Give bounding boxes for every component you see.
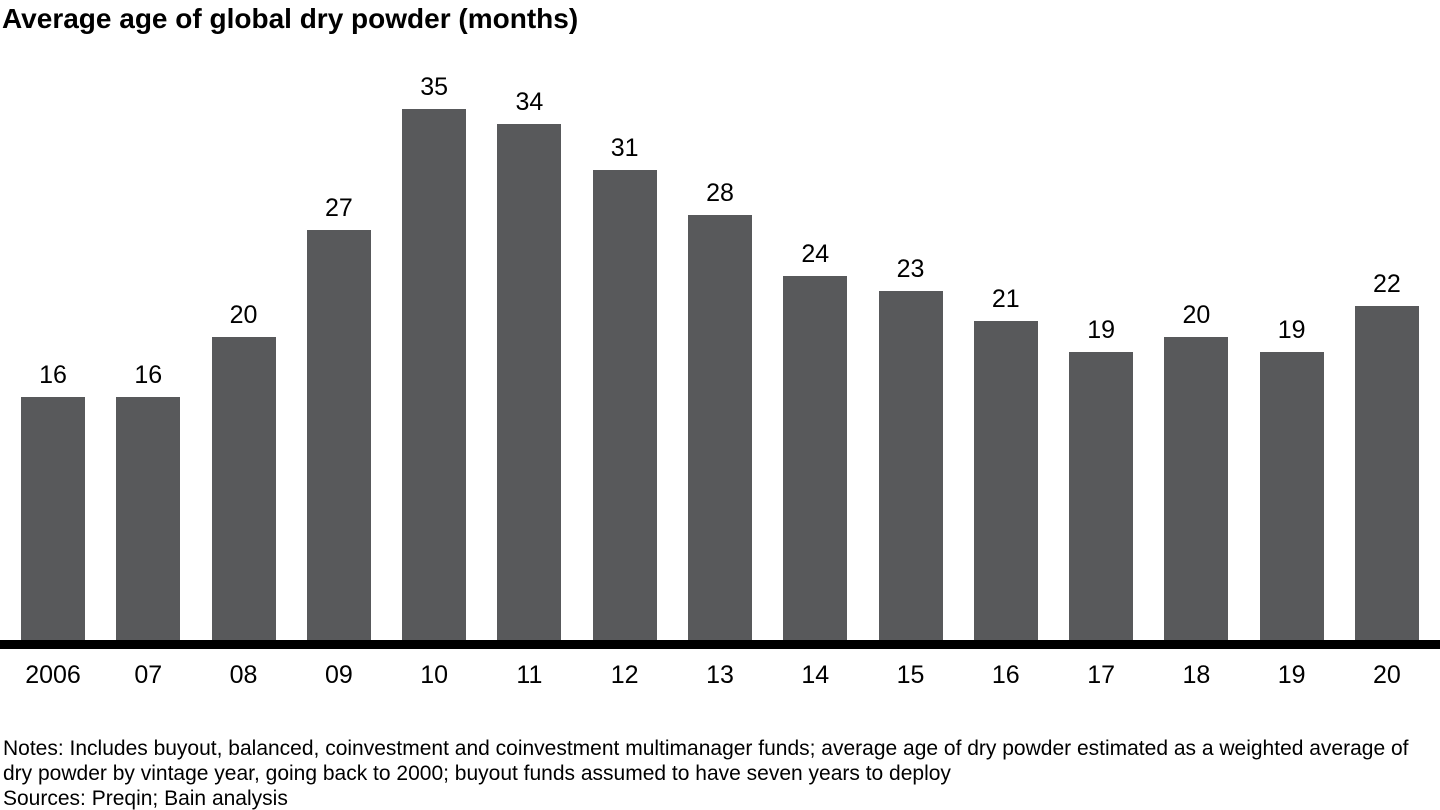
- bar: [687, 215, 752, 640]
- bar-group: 24 14: [783, 240, 848, 688]
- bar-group: 34 11: [497, 88, 562, 688]
- bar-group: 35 10: [402, 73, 467, 688]
- bar-value-label: 22: [1373, 270, 1401, 298]
- bar-value-label: 21: [991, 285, 1020, 313]
- bar-group: 20 18: [1164, 301, 1229, 688]
- x-axis-tick-label: 14: [801, 661, 830, 689]
- bar-group: 28 13: [687, 179, 752, 688]
- bar: [878, 291, 943, 640]
- bar-group: 21 16: [973, 285, 1038, 688]
- x-axis-tick-label: 15: [896, 661, 925, 689]
- bar: [402, 109, 467, 640]
- bar-value-label: 27: [324, 194, 353, 222]
- bar-value-label: 28: [706, 179, 734, 207]
- x-axis-tick-label: 10: [420, 661, 449, 689]
- bar-group: 31 12: [592, 134, 657, 688]
- bar: [1069, 352, 1134, 640]
- bar-group: 16 2006: [21, 361, 85, 688]
- x-axis-line: [0, 640, 1440, 649]
- bar: [1354, 306, 1419, 640]
- bar-value-label: 20: [229, 301, 258, 329]
- bar-group: 16 07: [116, 361, 181, 688]
- bar-group: 19 19: [1259, 316, 1324, 688]
- bar: [21, 397, 85, 640]
- bar-value-label: 31: [610, 134, 639, 162]
- bar: [783, 276, 848, 640]
- x-axis-tick-label: 13: [706, 661, 734, 689]
- x-axis-tick-label: 17: [1087, 661, 1115, 689]
- x-axis-tick-label: 09: [324, 661, 353, 689]
- x-axis-tick-label: 07: [134, 661, 163, 689]
- bar-group: 27 09: [306, 194, 371, 688]
- bar-group: 22 20: [1354, 270, 1419, 688]
- bar-group: 23 15: [878, 255, 943, 688]
- chart-title: Average age of global dry powder (months…: [2, 3, 579, 34]
- bar: [306, 230, 371, 640]
- x-axis-tick-label: 12: [610, 661, 639, 689]
- x-axis-tick-label: 19: [1277, 661, 1306, 689]
- bar-value-label: 19: [1087, 316, 1115, 344]
- bar: [592, 170, 657, 640]
- sources-text: Sources: Preqin; Bain analysis: [3, 787, 288, 810]
- bar-value-label: 35: [420, 73, 449, 101]
- bar-value-label: 20: [1182, 301, 1211, 329]
- bar-value-label: 16: [39, 361, 67, 389]
- bar-value-label: 24: [801, 240, 830, 268]
- bar-value-label: 23: [896, 255, 925, 283]
- bar-group: 20 08: [211, 301, 276, 688]
- bars-container: 16 2006 16 07 20 08 27 09 35 10 34 11 31 12 28 13 24 14 23…: [21, 0, 1419, 688]
- bar: [973, 321, 1038, 640]
- bar: [1259, 352, 1324, 640]
- bar-value-label: 16: [134, 361, 163, 389]
- bar-value-label: 34: [515, 88, 544, 116]
- bar-group: 19 17: [1069, 316, 1134, 688]
- x-axis-tick-label: 11: [516, 661, 543, 689]
- x-axis-tick-label: 08: [229, 661, 258, 689]
- bar: [116, 397, 181, 640]
- bar-value-label: 19: [1277, 316, 1306, 344]
- x-axis-tick-label: 18: [1182, 661, 1211, 689]
- bar: [1164, 337, 1229, 640]
- bar: [497, 124, 562, 640]
- bar: [211, 337, 276, 640]
- footnotes: Notes: Includes buyout, balanced, coinve…: [3, 736, 1415, 810]
- x-axis-tick-label: 16: [991, 661, 1020, 689]
- x-axis-tick-label: 20: [1373, 661, 1401, 689]
- notes-text: Notes: Includes buyout, balanced, coinve…: [3, 737, 1409, 785]
- x-axis-tick-label: 2006: [25, 661, 81, 689]
